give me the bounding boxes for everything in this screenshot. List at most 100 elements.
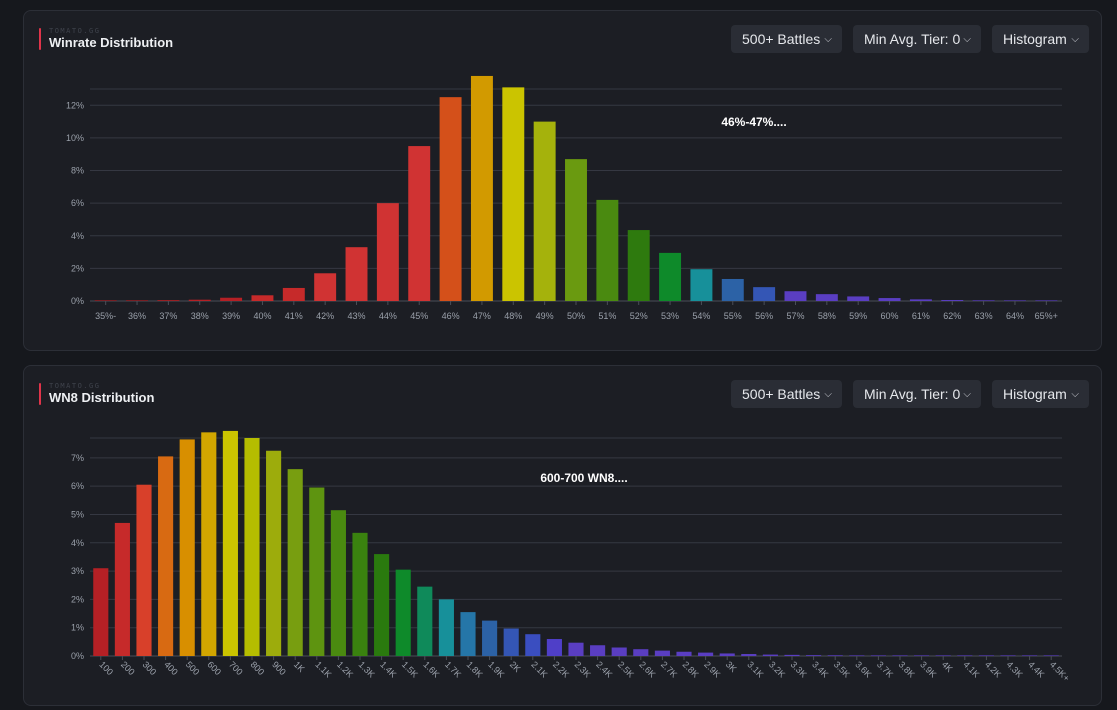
x-tick-label: 200 bbox=[119, 659, 137, 677]
x-tick-label: 47% bbox=[473, 311, 491, 321]
bar bbox=[470, 75, 493, 301]
x-tick-label: 4K bbox=[940, 659, 955, 674]
bar bbox=[525, 634, 541, 656]
bar bbox=[627, 230, 650, 301]
bar bbox=[611, 647, 627, 656]
x-tick-label: 3K bbox=[724, 659, 739, 674]
bar bbox=[806, 655, 822, 656]
bar bbox=[892, 655, 908, 656]
x-tick-label: 45% bbox=[410, 311, 428, 321]
bar bbox=[201, 432, 217, 656]
tier-filter-label: Min Avg. Tier: 0 bbox=[864, 31, 961, 47]
x-tick-label: 3.5K bbox=[832, 659, 852, 679]
bar bbox=[374, 554, 390, 656]
bar bbox=[157, 300, 180, 301]
x-tick-label: 4.5K+ bbox=[1048, 659, 1072, 683]
y-tick-label: 12% bbox=[66, 100, 84, 110]
bar bbox=[94, 300, 117, 301]
bar bbox=[935, 655, 951, 656]
bar bbox=[721, 278, 744, 301]
winrate-distribution-panel: TOMATO.GG Winrate Distribution 500+ Batt… bbox=[23, 10, 1102, 351]
bar bbox=[136, 484, 152, 656]
bar bbox=[1035, 300, 1058, 301]
x-tick-label: 54% bbox=[692, 311, 710, 321]
bar bbox=[158, 456, 174, 656]
y-tick-label: 4% bbox=[71, 231, 84, 241]
bar bbox=[345, 247, 368, 301]
wn8-histogram: 0% 1% 2% 3% 4% 5% 6% 7% 100 200 300 400 500 600 700 800… bbox=[71, 430, 1072, 683]
bar bbox=[1022, 655, 1038, 656]
x-tick-label: 4.1K bbox=[961, 659, 981, 679]
bar bbox=[482, 620, 498, 656]
y-tick-label: 0% bbox=[71, 296, 84, 306]
x-tick-label: 4.2K bbox=[983, 659, 1003, 679]
x-tick-label: 2.5K bbox=[616, 659, 636, 679]
x-tick-label: 3.9K bbox=[918, 659, 938, 679]
bar bbox=[633, 649, 649, 656]
chevron-down-icon: ⌵ bbox=[963, 34, 971, 45]
bar bbox=[244, 438, 260, 656]
x-tick-label: 38% bbox=[191, 311, 209, 321]
bar bbox=[1000, 655, 1016, 656]
bar bbox=[676, 651, 692, 656]
bar bbox=[957, 655, 973, 656]
x-tick-label: 63% bbox=[975, 311, 993, 321]
y-tick-label: 10% bbox=[66, 133, 84, 143]
x-tick-label: 2.8K bbox=[681, 659, 701, 679]
bar bbox=[753, 287, 776, 301]
bar bbox=[287, 469, 303, 656]
tier-filter-dropdown[interactable]: Min Avg. Tier: 0 ⌵ bbox=[853, 25, 981, 53]
x-tick-label: 4.3K bbox=[1005, 659, 1025, 679]
bar bbox=[222, 430, 238, 656]
bar bbox=[719, 653, 735, 656]
x-tick-label: 2.1K bbox=[529, 659, 549, 679]
bar bbox=[314, 273, 337, 301]
chevron-down-icon: ⌵ bbox=[1071, 389, 1079, 400]
x-tick-label: 46% bbox=[442, 311, 460, 321]
bar bbox=[438, 599, 454, 656]
bar bbox=[762, 654, 778, 656]
x-tick-label: 2.7K bbox=[659, 659, 679, 679]
x-tick-label: 800 bbox=[249, 659, 267, 677]
bar bbox=[126, 300, 149, 301]
battles-filter-dropdown[interactable]: 500+ Battles ⌵ bbox=[731, 25, 842, 53]
bar bbox=[914, 655, 930, 656]
bar bbox=[266, 450, 282, 656]
x-tick-label: 700 bbox=[227, 659, 245, 677]
x-tick-label: 61% bbox=[912, 311, 930, 321]
x-tick-label: 1.4K bbox=[378, 659, 398, 679]
bar bbox=[1043, 655, 1059, 656]
x-tick-label: 65%+ bbox=[1035, 311, 1058, 321]
bar bbox=[815, 294, 838, 301]
tier-filter-dropdown[interactable]: Min Avg. Tier: 0 ⌵ bbox=[853, 380, 981, 408]
hover-tooltip-label: 46%-47%.... bbox=[721, 115, 786, 129]
x-tick-label: 2.2K bbox=[551, 659, 571, 679]
battles-filter-dropdown[interactable]: 500+ Battles ⌵ bbox=[731, 380, 842, 408]
chart-mode-dropdown[interactable]: Histogram ⌵ bbox=[992, 25, 1089, 53]
x-tick-label: 3.3K bbox=[789, 659, 809, 679]
bar bbox=[502, 87, 525, 301]
x-tick-label: 55% bbox=[724, 311, 742, 321]
battles-filter-label: 500+ Battles bbox=[742, 31, 821, 47]
x-tick-label: 39% bbox=[222, 311, 240, 321]
chart-mode-dropdown[interactable]: Histogram ⌵ bbox=[992, 380, 1089, 408]
bar bbox=[417, 586, 433, 656]
x-tick-label: 3.7K bbox=[875, 659, 895, 679]
bar bbox=[503, 628, 519, 656]
x-tick-label: 100 bbox=[97, 659, 115, 677]
bar bbox=[827, 655, 843, 656]
bar bbox=[330, 510, 346, 656]
bar bbox=[188, 299, 211, 301]
x-tick-label: 2.6K bbox=[637, 659, 657, 679]
winrate-histogram: 0% 2% 4% 6% 8% 10% 12% 35%- 36% 37% 38% 39% 40% 41% 42… bbox=[66, 75, 1062, 321]
x-tick-label: 52% bbox=[630, 311, 648, 321]
bar bbox=[114, 522, 130, 656]
title-accent-bar bbox=[39, 383, 41, 405]
bar bbox=[460, 612, 476, 656]
chevron-down-icon: ⌵ bbox=[824, 34, 832, 45]
bar bbox=[784, 291, 807, 301]
bar bbox=[179, 439, 195, 656]
x-tick-label: 64% bbox=[1006, 311, 1024, 321]
x-tick-label: 56% bbox=[755, 311, 773, 321]
bar bbox=[439, 97, 462, 302]
